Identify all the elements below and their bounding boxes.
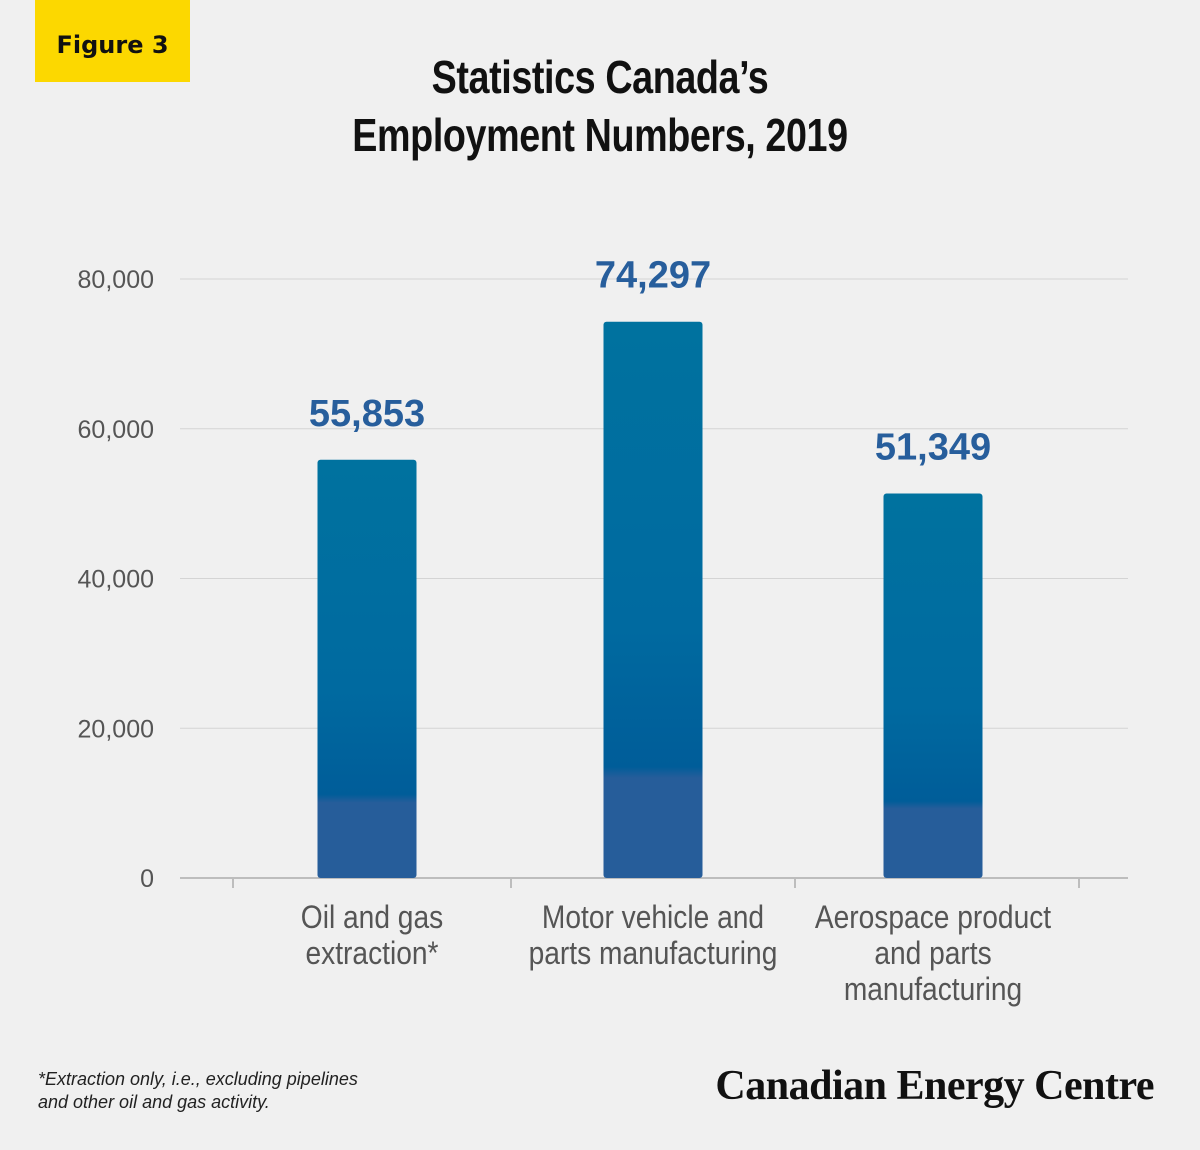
x-tick-label: Motor vehicle and <box>542 900 764 935</box>
x-tick-label: parts manufacturing <box>529 936 778 971</box>
chart-title: Statistics Canada’s Employment Numbers, … <box>108 48 1092 164</box>
bar-value-label: 51,349 <box>875 427 991 469</box>
bar <box>317 459 417 878</box>
x-tick-label: manufacturing <box>844 972 1022 1007</box>
x-tick-label: extraction* <box>306 936 439 971</box>
x-tick-label: Aerospace product <box>815 900 1052 935</box>
y-tick-label: 0 <box>140 865 154 893</box>
figure-badge: Figure 3 <box>35 0 190 82</box>
y-tick-label: 80,000 <box>78 266 154 294</box>
y-tick-label: 20,000 <box>78 715 154 743</box>
footnote-line-2: and other oil and gas activity. <box>38 1092 270 1112</box>
chart-title-line-2: Employment Numbers, 2019 <box>352 109 848 161</box>
y-tick-label: 40,000 <box>78 566 154 594</box>
bar <box>603 321 703 879</box>
chart-title-line-1: Statistics Canada’s <box>431 51 769 103</box>
footnote: *Extraction only, i.e., excluding pipeli… <box>38 1068 358 1114</box>
bar-value-label: 55,853 <box>309 393 425 435</box>
y-tick-label: 60,000 <box>78 416 154 444</box>
bar-chart: 0 20,000 40,000 60,000 80,000 55,853 74,297 51… <box>78 255 1128 1007</box>
brand-logo: Canadian Energy Centre <box>715 1063 1154 1109</box>
x-tick-label: and parts <box>874 936 991 971</box>
x-tick-label: Oil and gas <box>301 900 443 935</box>
bar <box>883 493 983 878</box>
bar-value-label: 74,297 <box>595 255 711 297</box>
footnote-line-1: *Extraction only, i.e., excluding pipeli… <box>38 1069 358 1089</box>
